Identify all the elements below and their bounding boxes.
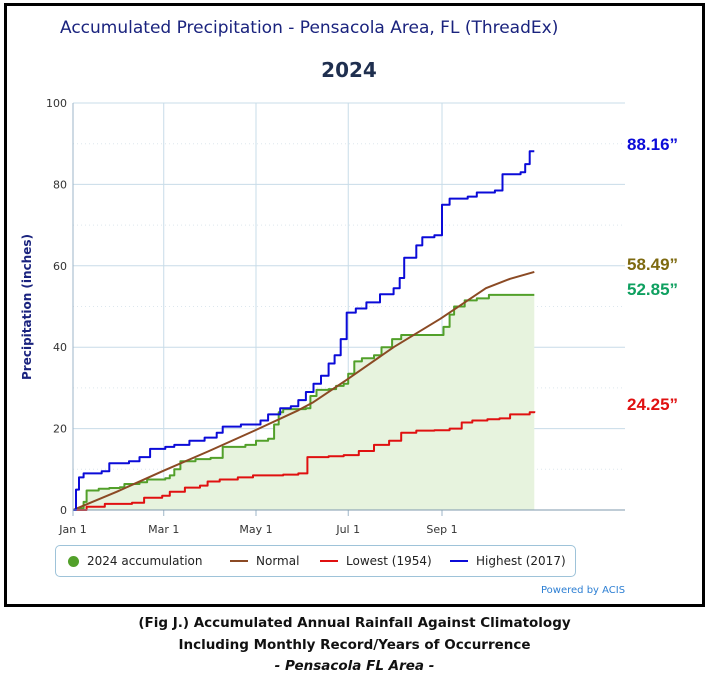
series-line-highest: [73, 150, 535, 511]
axes: 0 20 40 60 80 100 Jan 1 Mar 1 May 1 Jul 1 Sep 1: [46, 97, 625, 536]
legend-swatch-lowest: [320, 560, 338, 562]
credit-link[interactable]: Powered by ACIS: [541, 585, 626, 596]
end-label-normal: 58.49”: [627, 255, 678, 274]
y-tick-label: 40: [53, 341, 67, 354]
legend-label: Normal: [256, 554, 300, 568]
x-tick-label: Jan 1: [58, 523, 86, 536]
x-tick-label: Mar 1: [148, 523, 179, 536]
legend-label: Lowest (1954): [346, 554, 432, 568]
caption-line-1: (Fig J.) Accumulated Annual Rainfall Aga…: [138, 615, 571, 631]
chart-subtitle: 2024: [321, 58, 377, 82]
chart-canvas: 0 20 40 60 80 100 Jan 1 Mar 1 May 1 Jul 1 Sep 1 Ac…: [20, 18, 678, 536]
legend-item-lowest[interactable]: Lowest (1954): [320, 546, 432, 576]
series-area-accumulation: [73, 294, 535, 510]
legend: 2024 accumulation Normal Lowest (1954) H…: [55, 545, 576, 577]
series-layer: [72, 150, 536, 511]
y-tick-label: 0: [60, 504, 67, 517]
caption-line-2: Including Monthly Record/Years of Occurr…: [178, 637, 531, 653]
series-line-lowest: [73, 411, 536, 511]
end-labels: 52.85” 58.49” 24.25” 88.16”: [627, 135, 678, 414]
y-axis-label: Precipitation (inches): [20, 234, 34, 380]
legend-label: Highest (2017): [476, 554, 566, 568]
y-tick-label: 20: [53, 423, 67, 436]
x-tick-label: May 1: [239, 523, 272, 536]
legend-item-highest[interactable]: Highest (2017): [450, 546, 566, 576]
y-tick-label: 100: [46, 97, 67, 110]
legend-swatch-normal: [230, 560, 248, 562]
chart-title: Accumulated Precipitation - Pensacola Ar…: [60, 18, 558, 38]
end-label-accumulation: 52.85”: [627, 280, 678, 299]
legend-swatch-accumulation: [68, 555, 79, 567]
caption-line-3: - Pensacola FL Area -: [274, 658, 435, 674]
y-tick-label: 80: [53, 178, 67, 191]
series-line-accumulation: [73, 293, 535, 511]
legend-item-accumulation[interactable]: 2024 accumulation: [68, 546, 202, 576]
series-line-normal: [72, 270, 535, 511]
legend-swatch-highest: [450, 560, 468, 562]
legend-label: 2024 accumulation: [87, 554, 203, 568]
x-tick-label: Jul 1: [335, 523, 360, 536]
x-tick-label: Sep 1: [426, 523, 457, 536]
legend-item-normal[interactable]: Normal: [230, 546, 299, 576]
y-tick-label: 60: [53, 260, 67, 273]
end-label-highest: 88.16”: [627, 135, 678, 154]
end-label-lowest: 24.25”: [627, 395, 678, 414]
